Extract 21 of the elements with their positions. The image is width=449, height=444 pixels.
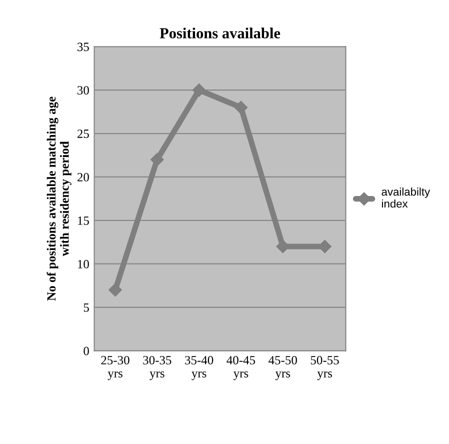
point: [108, 283, 122, 297]
y-tick-label: 0: [84, 346, 89, 356]
x-tick-label: 25-30 yrs: [101, 356, 130, 380]
y-tick-label: 35: [78, 42, 89, 52]
point: [192, 83, 206, 97]
x-tick-label: 35-40 yrs: [185, 356, 214, 380]
x-tick-label: 45-50 yrs: [268, 356, 297, 380]
x-tick-label: 40-45 yrs: [226, 356, 256, 380]
y-tick-label: 10: [78, 260, 89, 268]
legend-label: availabilty index: [382, 188, 430, 208]
y-axis-title: No of positions available matching age with residency period: [46, 96, 72, 301]
x-tick-label: 50-55 yrs: [310, 356, 339, 380]
point: [234, 100, 248, 114]
y-tick-label: 5: [84, 303, 89, 312]
chart-title: Positions available: [160, 28, 280, 38]
y-tick-label: 15: [78, 216, 89, 225]
point: [150, 153, 164, 166]
y-tick-label: 20: [77, 172, 89, 182]
x-tick-label: 30-35 yrs: [143, 356, 172, 380]
y-tick-label: 30: [78, 86, 89, 95]
y-tick-label: 25: [77, 130, 89, 138]
